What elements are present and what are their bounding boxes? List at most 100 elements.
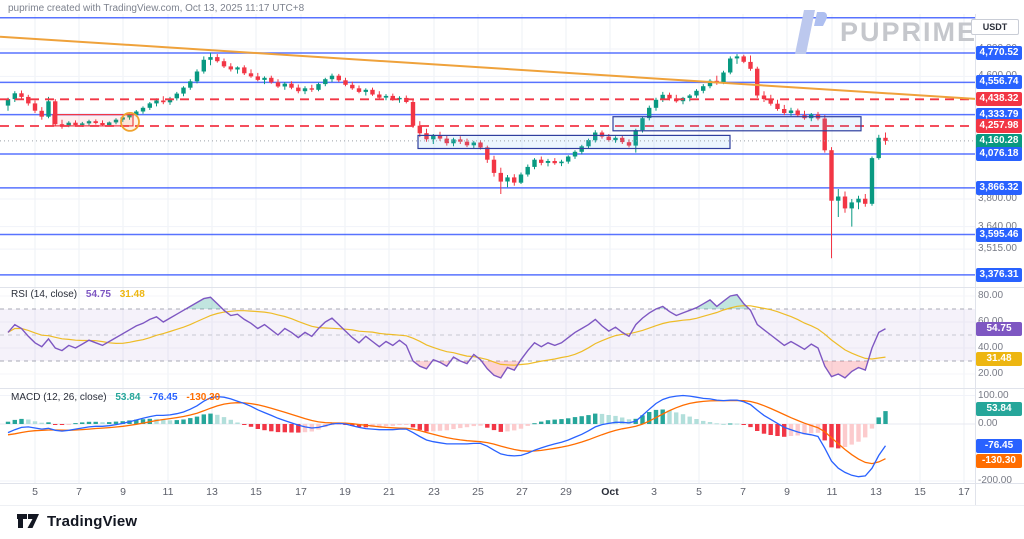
time-axis-label: 9 (784, 486, 790, 498)
macd-histogram-bar (768, 424, 773, 435)
candle (647, 107, 652, 119)
time-axis-label: 5 (32, 486, 38, 498)
candle (849, 202, 854, 209)
candle (269, 77, 274, 83)
rsi-legend-title: RSI (14, close) (11, 289, 78, 300)
macd-histogram-bar (660, 409, 665, 424)
macd-histogram-bar (687, 416, 692, 424)
candle (566, 156, 571, 162)
candle (134, 111, 139, 115)
candle (424, 133, 429, 140)
macd-histogram-bar (296, 424, 301, 433)
candle (397, 97, 402, 100)
candle (876, 137, 881, 159)
macd-histogram-bar (572, 417, 578, 424)
rsi-ma-value: 31.48 (119, 289, 145, 300)
macd-histogram-bar (255, 424, 260, 429)
candle (5, 99, 11, 106)
macd-histogram-bar (714, 423, 719, 425)
candle (235, 67, 240, 70)
time-axis-label: 13 (870, 486, 882, 498)
macd-histogram-bar (73, 423, 78, 425)
time-axis-label: 15 (914, 486, 926, 498)
candle (545, 161, 551, 163)
time-axis-label: 29 (560, 486, 572, 498)
candle (559, 161, 564, 164)
footer: TradingView (16, 511, 137, 531)
footer-brand-text[interactable]: TradingView (47, 512, 138, 530)
candle (829, 150, 834, 201)
price-badge: 4,438.32 (976, 92, 1022, 106)
price-badge: -76.45 (976, 439, 1022, 453)
candle (242, 67, 247, 74)
macd-histogram-bar (559, 419, 564, 424)
macd-histogram-bar (12, 419, 17, 424)
rsi-line (7, 293, 886, 379)
candle (309, 88, 314, 90)
candle (147, 103, 152, 108)
candle (100, 123, 105, 125)
tradingview-logo-icon[interactable] (16, 511, 40, 531)
macd-histogram-bar (802, 424, 807, 435)
macd-histogram-bar (269, 424, 274, 432)
macd-histogram-bar (579, 416, 584, 424)
macd-histogram-bar (154, 418, 159, 424)
time-axis-label: 7 (76, 486, 82, 498)
price-badge: 54.75 (976, 322, 1022, 336)
macd-histogram-bar (140, 419, 146, 424)
macd-histogram-bar (674, 412, 679, 424)
macd-histogram-bar (39, 422, 44, 424)
macd-histogram-bar (302, 424, 308, 433)
macd-histogram-bar (755, 424, 760, 431)
macd-histogram-bar (383, 424, 389, 427)
candle (755, 68, 760, 96)
macd-histogram-bar (748, 424, 753, 428)
macd-histogram-bar (599, 413, 605, 424)
candle (539, 159, 544, 163)
candle (464, 141, 470, 146)
axis-label: 60.00 (978, 315, 1022, 329)
candle (640, 118, 645, 131)
axis-label: -200.00 (978, 475, 1012, 486)
trendline (0, 35, 975, 100)
candle (255, 76, 260, 80)
macd-histogram-bar (458, 424, 463, 429)
macd-histogram-bar (215, 414, 220, 424)
candle (161, 100, 166, 103)
candle (721, 72, 726, 84)
price-badge: 31.48 (976, 352, 1022, 366)
macd-histogram-bar (505, 424, 510, 432)
macd-histogram-bar (80, 422, 85, 424)
candle (66, 122, 71, 126)
candle (275, 82, 281, 87)
macd-histogram-bar (437, 424, 443, 431)
symbol-badge[interactable]: USDT (971, 19, 1019, 35)
macd-histogram-bar (721, 423, 726, 425)
macd-histogram-bar (876, 417, 881, 424)
macd-histogram-bar (485, 424, 490, 428)
candle (86, 121, 92, 124)
candle (687, 95, 692, 98)
macd-histogram-bar (856, 424, 861, 442)
macd-histogram-bar (869, 424, 875, 429)
axis-label: 20.00 (978, 368, 1004, 379)
time-axis-label: 17 (295, 486, 307, 498)
macd-histogram-bar (275, 424, 281, 433)
candle (775, 103, 780, 109)
macd-histogram-bar (161, 419, 166, 424)
macd-histogram-bar (59, 424, 65, 425)
candle (289, 83, 294, 88)
candle (377, 94, 382, 98)
candle (836, 196, 841, 201)
drawn-box (52, 113, 134, 127)
candle (282, 83, 287, 87)
macd-histogram-bar (113, 421, 119, 424)
candle (653, 99, 659, 108)
macd-histogram-bar (208, 413, 213, 424)
macd-line (7, 394, 887, 478)
attribution-text: puprime created with TradingView.com, Oc… (8, 3, 305, 14)
price-badge: 4,556.74 (976, 75, 1022, 89)
candle (181, 87, 186, 94)
macd-histogram-bar (552, 419, 557, 424)
